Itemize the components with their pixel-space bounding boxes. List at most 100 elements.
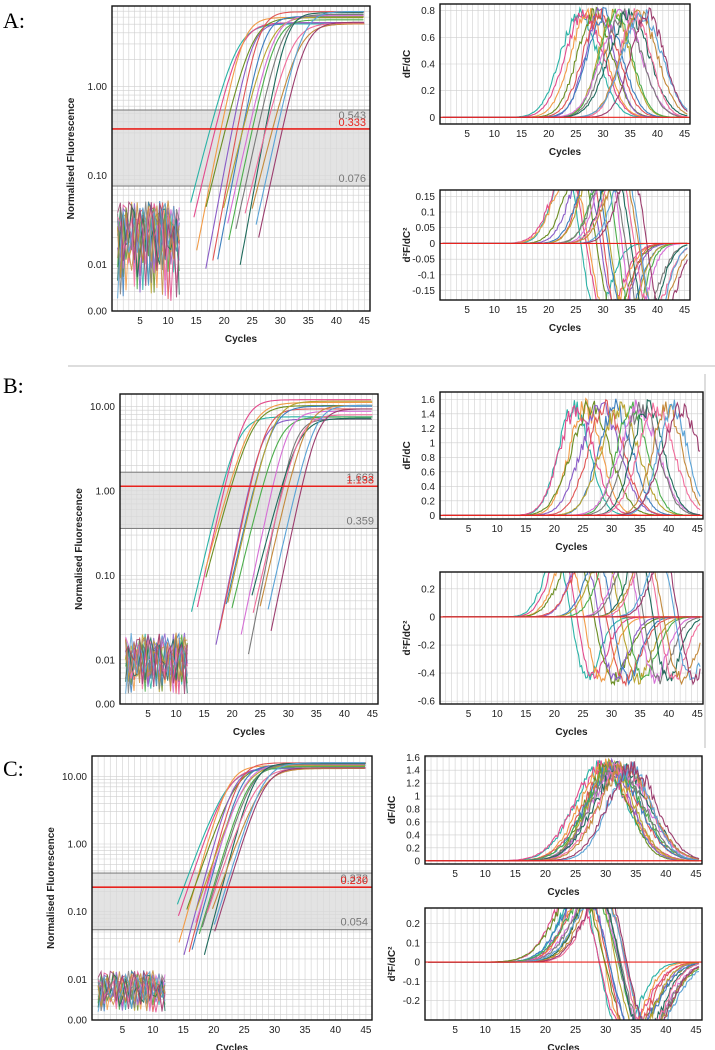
x-tick-label: 40 xyxy=(663,524,675,535)
x-tick-label: 30 xyxy=(600,869,612,880)
y-tick-label: 0.1 xyxy=(406,938,420,949)
y-tick-label: 0 xyxy=(414,958,420,969)
x-tick-label: 15 xyxy=(516,305,528,316)
y-tick-label: -0.15 xyxy=(412,286,435,297)
x-tick-label: 45 xyxy=(690,869,702,880)
y-tick-label: 0.4 xyxy=(421,60,435,71)
y-tick-label: 0.15 xyxy=(416,192,436,203)
x-tick-label: 20 xyxy=(549,709,561,720)
amplification-curve xyxy=(255,10,365,225)
series-group xyxy=(125,399,373,695)
amplification-curve xyxy=(267,404,372,610)
x-tick-label: 45 xyxy=(679,305,691,316)
y-tick-label: 1.6 xyxy=(421,395,435,406)
y-axis-label: d²F/dC² xyxy=(387,946,398,982)
y-axis-label: dF/dC xyxy=(402,50,413,78)
x-tick-label: 35 xyxy=(303,316,315,327)
threshold-lower-label: 0.054 xyxy=(340,917,368,929)
x-tick-label: 35 xyxy=(299,1025,311,1036)
x-tick-label: 5 xyxy=(466,524,472,535)
x-tick-label: 25 xyxy=(247,316,259,327)
amplification-curve xyxy=(231,416,373,609)
x-tick-label: 35 xyxy=(630,1025,642,1036)
chart-A-d2: 5 10 15 20 25 30 35 40 45 -0.15 -0.1 -0.05 0 0.05 0.1 0… xyxy=(402,189,691,334)
y-tick-label: 1.2 xyxy=(421,424,435,435)
x-tick-label: 20 xyxy=(549,524,561,535)
series-group xyxy=(97,762,366,1013)
y-axis-label: Normalised Fluorescence xyxy=(74,488,85,610)
amplification-curve xyxy=(227,14,364,224)
x-tick-label: 25 xyxy=(570,129,582,140)
x-tick-label: 10 xyxy=(489,305,501,316)
y-axis-label: d²F/dC² xyxy=(402,620,413,656)
y-tick-label: 0.6 xyxy=(421,467,435,478)
y-axis-label: Normalised Fluorescence xyxy=(46,827,57,949)
x-tick-label: 30 xyxy=(275,316,287,327)
y-tick-label: 0.8 xyxy=(406,805,420,816)
baseline-trace xyxy=(117,202,180,299)
x-tick-label: 45 xyxy=(692,524,704,535)
x-tick-label: 45 xyxy=(360,1025,372,1036)
threshold-upper-label: 0.543 xyxy=(338,110,366,122)
y-tick-label: -0.6 xyxy=(418,697,436,708)
amplification-curve xyxy=(213,762,365,925)
threshold-value-label: 0.230 xyxy=(340,875,368,887)
y-tick-label: 0.6 xyxy=(421,33,435,44)
x-tick-label: 10 xyxy=(489,129,501,140)
x-tick-label: 10 xyxy=(480,869,492,880)
y-tick-label: 0.2 xyxy=(406,843,420,854)
y-tick-label: -0.1 xyxy=(403,977,421,988)
y-tick-label: 0.00 xyxy=(68,1016,88,1027)
x-axis-label: Cycles xyxy=(225,334,258,345)
y-tick-label: -0.05 xyxy=(412,255,435,266)
y-tick-label: 0.01 xyxy=(96,655,116,666)
panel-label-c: C: xyxy=(3,756,24,781)
y-tick-label: 0.4 xyxy=(406,830,420,841)
x-tick-label: 5 xyxy=(464,305,470,316)
x-tick-label: 10 xyxy=(171,709,183,720)
threshold-band xyxy=(91,872,373,931)
amplification-curve xyxy=(214,767,366,932)
threshold-upper-label: 0.372 xyxy=(340,873,368,885)
amplification-curve xyxy=(251,417,372,596)
x-tick-label: 5 xyxy=(466,709,472,720)
y-tick-label: 0.10 xyxy=(88,171,108,182)
baseline-trace xyxy=(117,201,180,295)
x-tick-label: 20 xyxy=(227,709,239,720)
x-axis-label: Cycles xyxy=(547,887,580,898)
x-axis-label: Cycles xyxy=(555,727,588,738)
amplification-curve xyxy=(203,762,366,955)
y-tick-label: -0.1 xyxy=(418,270,436,281)
chart-A-d1: 5 10 15 20 25 30 35 40 45 0 0.2 0.4 0.6 0.8 Cycles dF/d… xyxy=(402,3,691,158)
y-tick-label: -0.2 xyxy=(403,996,421,1007)
threshold-band xyxy=(111,109,371,187)
amplification-curve xyxy=(239,12,364,265)
x-axis-label: Cycles xyxy=(549,147,582,158)
x-tick-label: 10 xyxy=(492,709,504,720)
x-tick-label: 45 xyxy=(367,709,379,720)
x-tick-label: 10 xyxy=(147,1025,159,1036)
x-tick-label: 20 xyxy=(219,316,231,327)
x-tick-label: 25 xyxy=(577,709,589,720)
baseline-trace xyxy=(117,200,180,295)
plot-frame xyxy=(119,393,379,705)
y-tick-label: 1 xyxy=(414,792,420,803)
amplification-curve xyxy=(251,23,365,209)
amplification-curve xyxy=(201,763,366,928)
y-tick-label: 0.10 xyxy=(96,571,116,582)
x-axis-label: Cycles xyxy=(555,542,588,553)
x-tick-label: 40 xyxy=(663,709,675,720)
y-tick-label: 1.2 xyxy=(406,779,420,790)
baseline-trace xyxy=(125,636,188,694)
x-tick-label: 5 xyxy=(137,316,143,327)
y-tick-label: 0.1 xyxy=(421,208,435,219)
x-axis-label: Cycles xyxy=(549,323,582,334)
x-tick-label: 35 xyxy=(311,709,323,720)
amplification-curve xyxy=(270,408,372,632)
y-tick-label: 0.8 xyxy=(421,453,435,464)
x-tick-label: 35 xyxy=(635,709,647,720)
baseline-trace xyxy=(97,969,166,1012)
y-tick-label: 0 xyxy=(429,239,435,250)
plot-frame xyxy=(439,391,704,520)
